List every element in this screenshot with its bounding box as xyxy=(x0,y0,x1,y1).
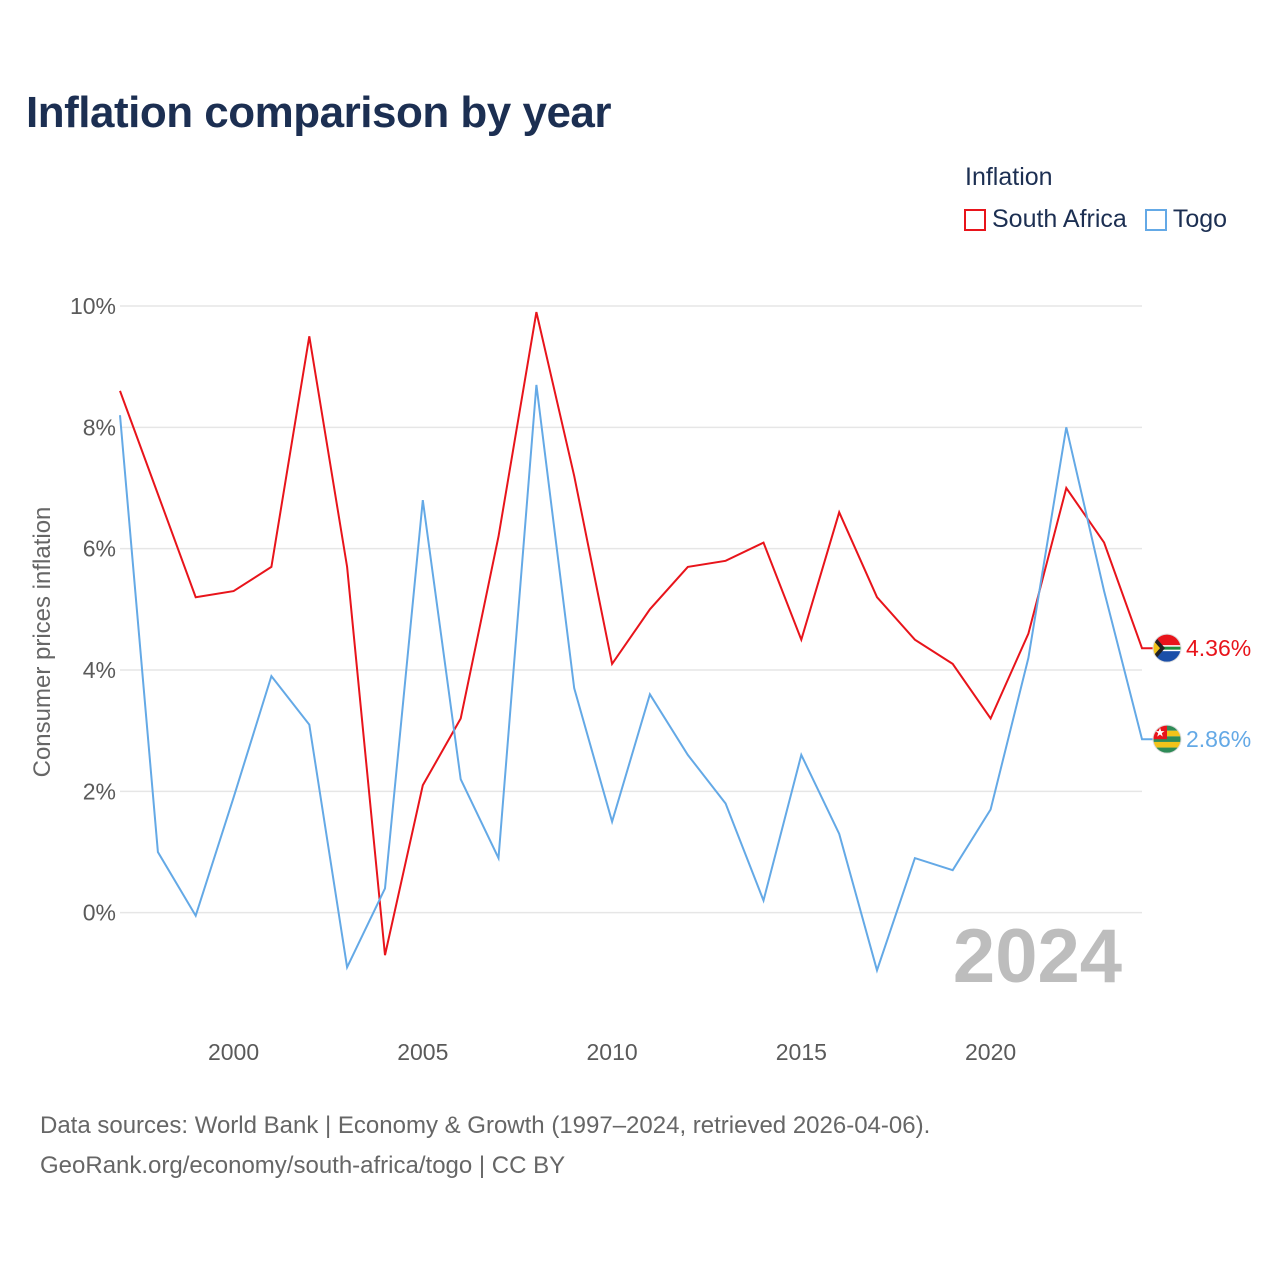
y-tick-label: 10% xyxy=(70,293,116,319)
y-tick-label: 0% xyxy=(83,900,116,926)
x-tick-label: 2005 xyxy=(397,1039,448,1065)
y-axis-ticks: 0% 2% 4% 6% 8% 10% xyxy=(70,293,116,926)
legend-item-south-africa[interactable]: South Africa xyxy=(964,205,1127,234)
series-lines xyxy=(119,311,1154,974)
legend: South Africa Togo xyxy=(964,205,1245,234)
flag-icon-south-africa xyxy=(1152,633,1182,663)
end-labels: 4.36% 2.86% xyxy=(1152,633,1251,754)
grid-lines xyxy=(120,305,1142,914)
x-tick-label: 2015 xyxy=(776,1039,827,1065)
legend-swatch-south-africa xyxy=(964,208,986,231)
series-line-south-africa xyxy=(119,311,1154,956)
y-tick-label: 4% xyxy=(83,657,116,683)
legend-swatch-togo xyxy=(1144,208,1167,231)
x-axis-ticks: 2000 2005 2010 2015 2020 xyxy=(208,1039,1016,1065)
y-tick-label: 6% xyxy=(83,536,116,562)
series-line-togo xyxy=(119,384,1154,974)
legend-label-togo: Togo xyxy=(1172,205,1228,233)
end-label-south-africa: 4.36% xyxy=(1186,635,1251,661)
legend-label-south-africa: South Africa xyxy=(992,205,1127,233)
chart-title: Inflation comparison by year xyxy=(26,88,612,137)
x-tick-label: 2020 xyxy=(965,1039,1016,1065)
legend-item-togo[interactable]: Togo xyxy=(1144,205,1228,234)
x-tick-label: 2000 xyxy=(208,1039,259,1065)
footer-sources: Data sources: World Bank | Economy & Gro… xyxy=(40,1112,931,1139)
footer: Data sources: World Bank | Economy & Gro… xyxy=(40,1106,930,1186)
x-tick-label: 2010 xyxy=(586,1039,637,1065)
y-tick-label: 2% xyxy=(83,778,116,804)
year-watermark: 2024 xyxy=(953,914,1122,999)
footer-credit[interactable]: GeoRank.org/economy/south-africa/togo | … xyxy=(40,1152,566,1179)
flag-icon-togo xyxy=(1152,724,1182,754)
y-tick-label: 8% xyxy=(83,414,116,440)
legend-title: Inflation xyxy=(965,163,1053,191)
y-axis-label: Consumer prices inflation xyxy=(29,507,56,778)
end-label-togo: 2.86% xyxy=(1186,726,1251,752)
